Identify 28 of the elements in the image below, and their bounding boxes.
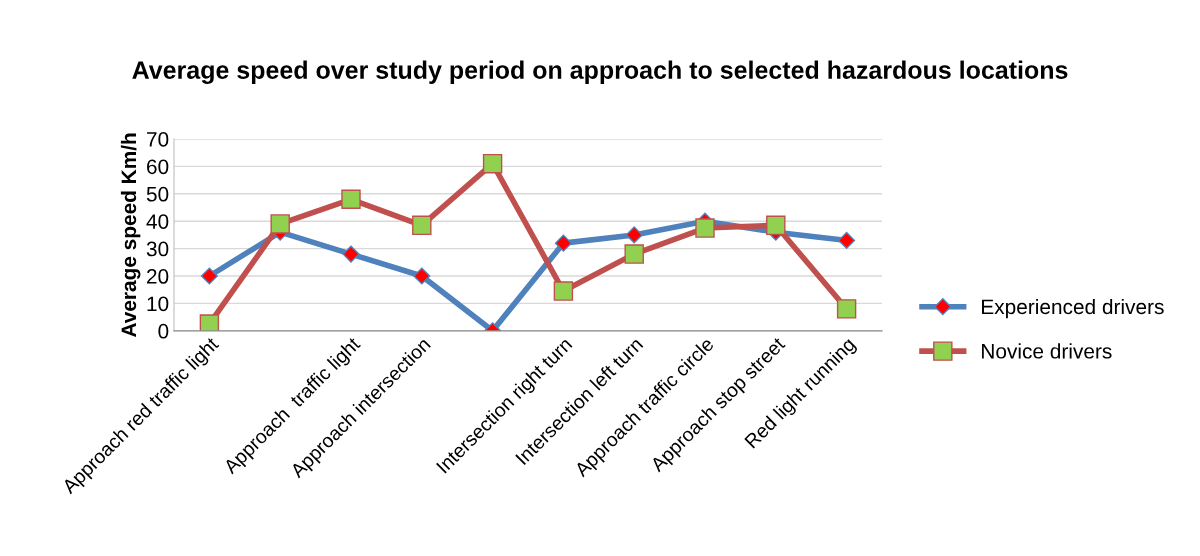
point [342,245,360,263]
point [199,314,220,331]
y-tick-label: 50 [146,186,169,202]
point [766,215,786,236]
point [625,226,643,244]
point [270,214,290,234]
legend-label: Experienced drivers [982,298,1164,319]
y-tick-label: 60 [147,159,169,175]
point [553,281,574,301]
point [838,231,856,249]
point [554,234,572,252]
chart-title: Average speed over study period on approach to selected hazardous locations [132,60,1068,84]
y-axis-title: Average speed Km/h [120,133,141,338]
y-tick-label: 30 [146,241,169,257]
point [341,189,361,210]
point [200,267,218,285]
y-tick-label: 70 [147,132,169,147]
y-tick-label: 20 [147,269,169,284]
legend-label: Novice drivers [982,343,1112,359]
point [624,244,644,264]
point [836,299,857,319]
y-tick-label: 0 [158,323,169,339]
point [413,267,431,285]
point [412,215,432,236]
y-tick-label: 10 [147,296,169,312]
point [482,153,503,174]
point [695,218,715,238]
y-tick-label: 40 [146,214,169,229]
